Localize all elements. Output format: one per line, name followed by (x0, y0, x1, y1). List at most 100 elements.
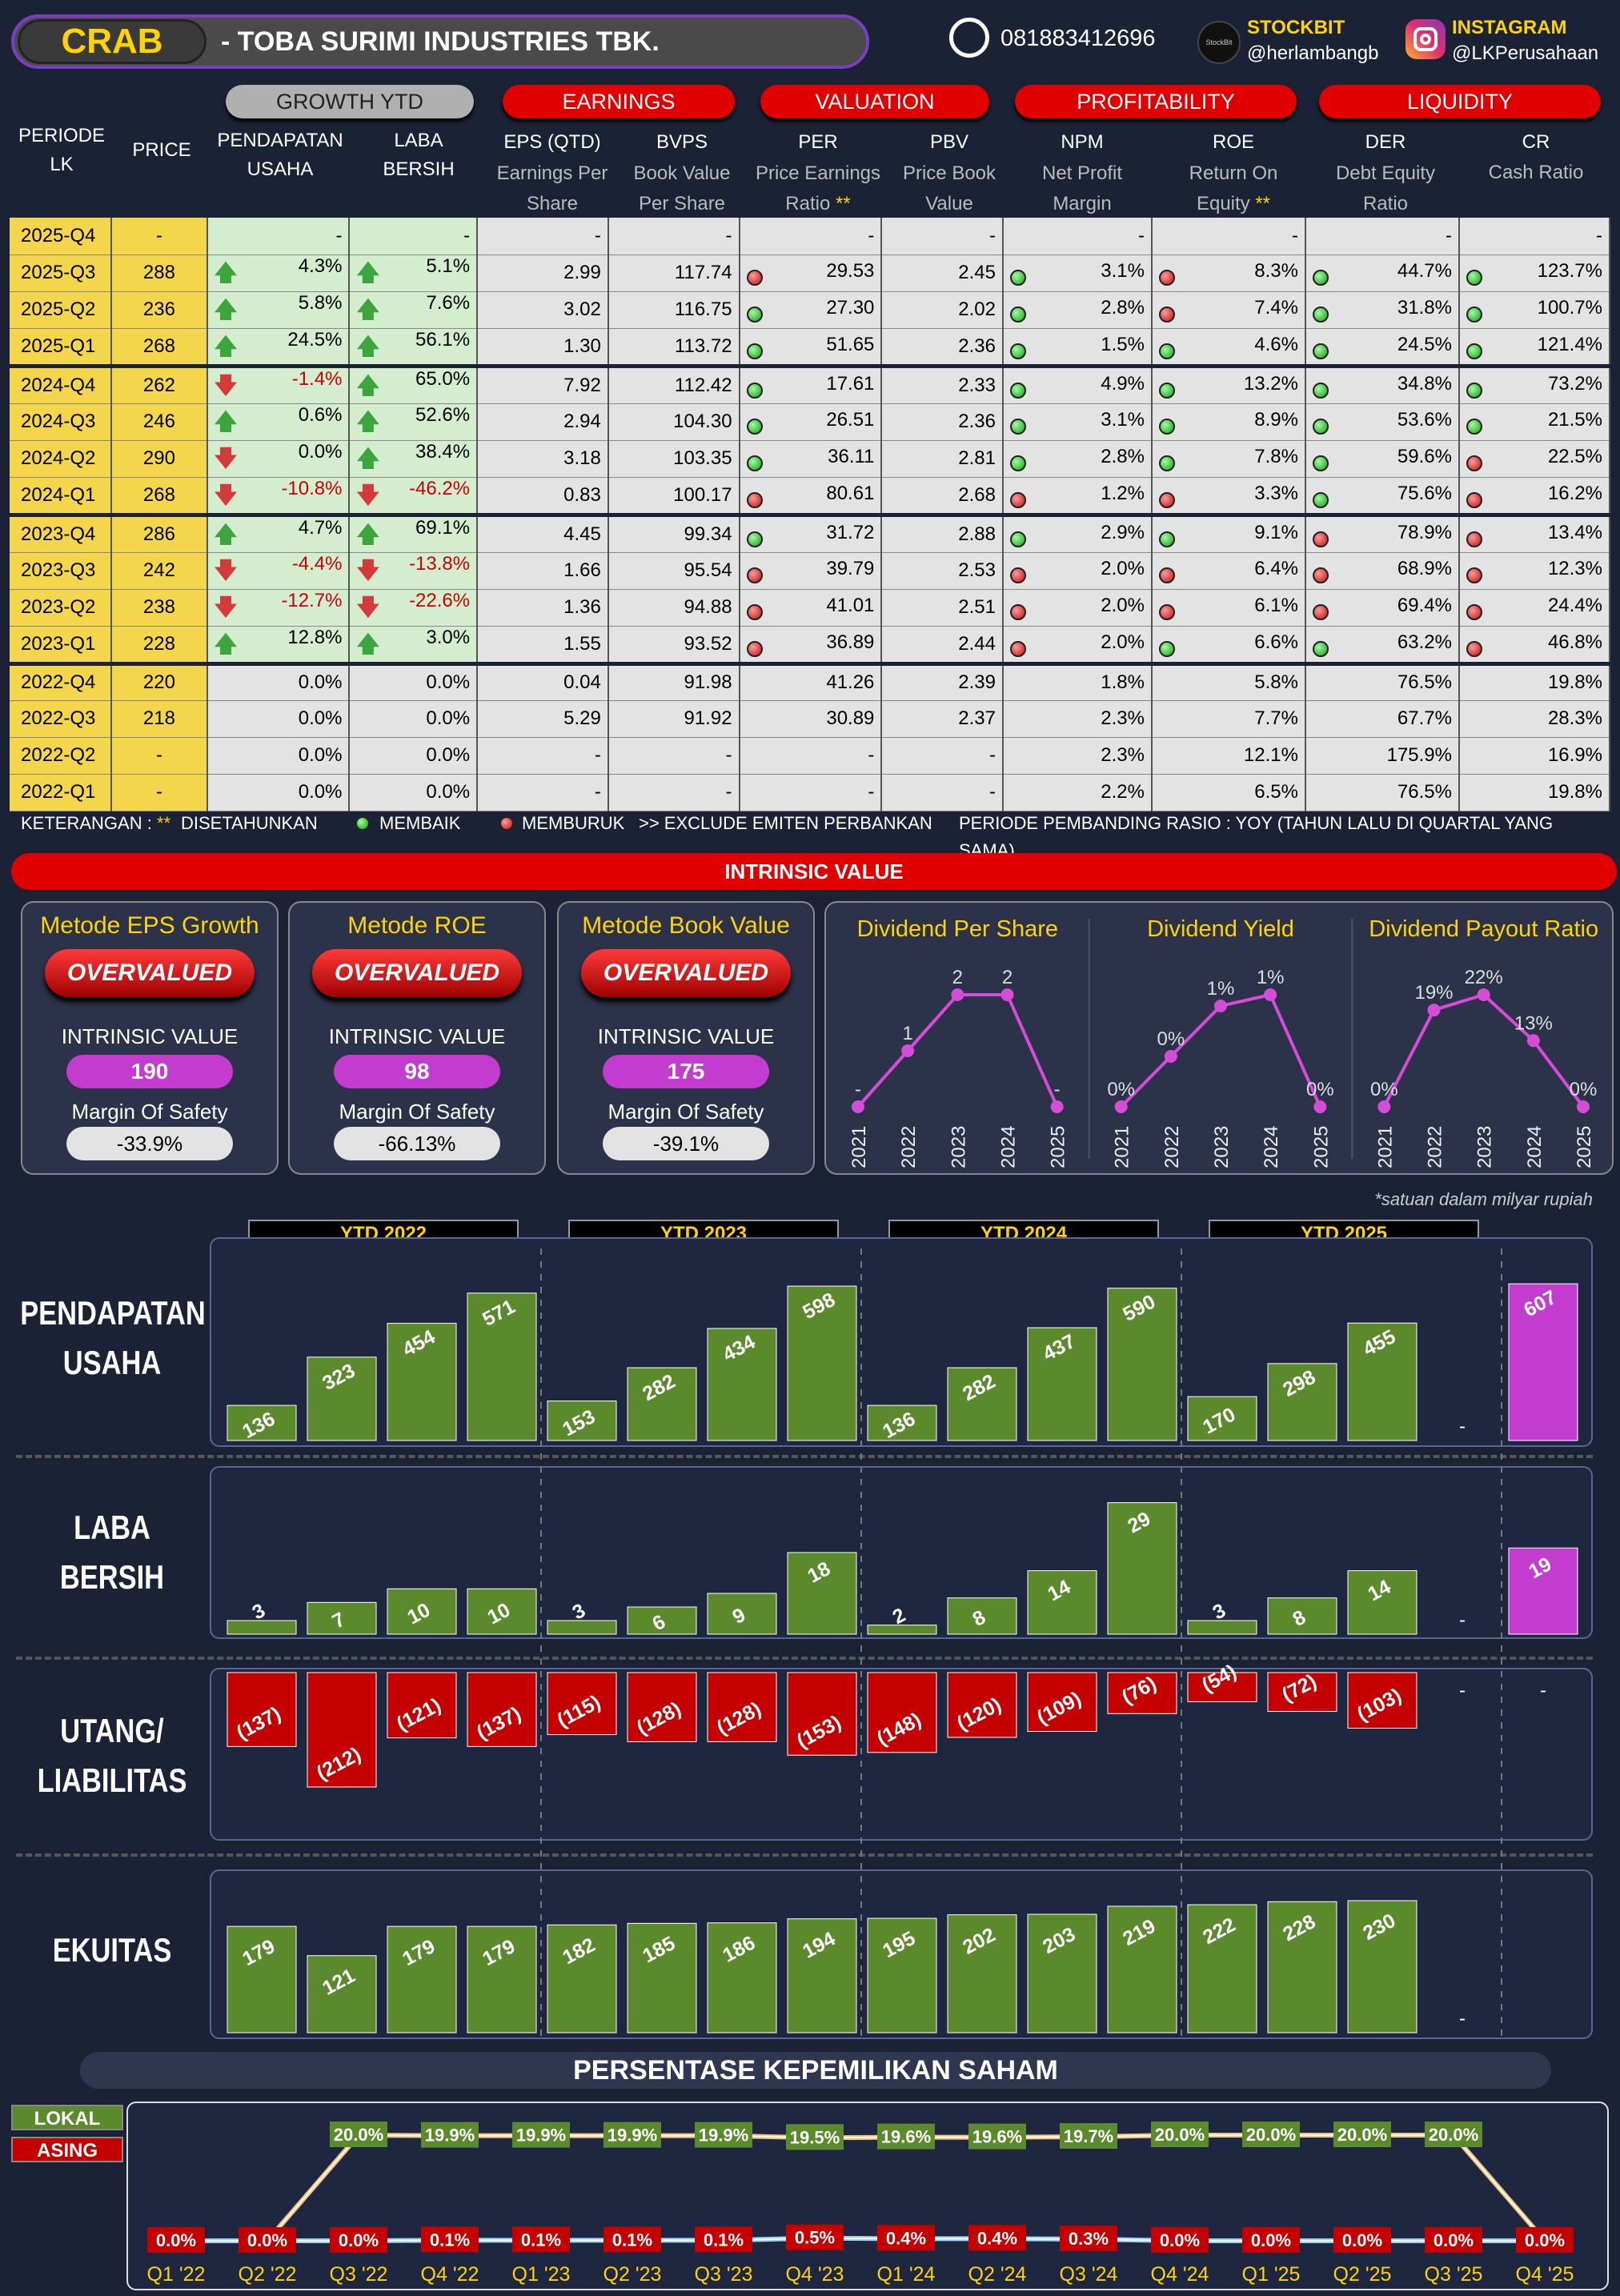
cell-cr: 13.4% (1458, 512, 1611, 553)
instagram-user[interactable]: @LKPerusahaan (1452, 42, 1599, 64)
green-dot-icon (1158, 455, 1175, 471)
status-badge: OVERVALUED (45, 949, 255, 997)
cell-bvps: 95.54 (608, 552, 740, 590)
cell-periode: 2022-Q1 (10, 774, 113, 811)
dividend-point (951, 988, 964, 1001)
table-row: 2022-Q1-0.0% 0.0% - - - -2.2% 6.5% 76.5% 19.8% (10, 774, 1611, 811)
cell-per: - (739, 218, 883, 255)
red-dot-icon (499, 816, 514, 831)
cell-laba: 🡅 56.1% (349, 328, 479, 367)
label-pendapatan: PENDAPATAN USAHA (20, 1294, 206, 1381)
iv-value: 175 (603, 1055, 769, 1088)
col-laba: LABA BERSIH (383, 130, 455, 180)
cell-per: - (739, 737, 883, 775)
green-dot-icon (1466, 343, 1482, 359)
dividend-point (1313, 1100, 1327, 1113)
label-utang: UTANG/ LIABILITAS (37, 1712, 187, 1799)
ownership-panel (126, 2102, 1609, 2290)
panel-laba (210, 1466, 1593, 1639)
cell-der: 76.5% (1305, 661, 1460, 701)
stockbit-user[interactable]: @herlambangb (1247, 42, 1379, 64)
cell-roe: 3.3% (1151, 477, 1306, 515)
green-dot-icon (1466, 270, 1482, 286)
green-dot-icon (746, 419, 763, 435)
cell-cr: 12.3% (1458, 552, 1611, 590)
arrow-up-icon: 🡅 (214, 631, 238, 656)
col-der-sub: Debt Equity Ratio (1335, 162, 1436, 214)
cell-pbv: - (881, 737, 1004, 775)
green-dot-icon (1312, 307, 1329, 323)
cell-eps: 4.45 (477, 512, 609, 553)
mos-value: -39.1% (603, 1127, 769, 1160)
green-dot-icon (1466, 419, 1482, 435)
cell-bvps: - (608, 737, 740, 775)
cell-pbv: 2.39 (881, 661, 1004, 701)
cell-price: 246 (111, 403, 208, 441)
cell-bvps: 100.17 (608, 477, 740, 515)
company-name: - TOBA SURIMI INDUSTRIES TBK. (221, 26, 660, 57)
cell-pendapatan: 🡅 5.8% (207, 291, 351, 329)
cell-eps: 1.30 (477, 328, 609, 367)
cell-roe: 6.4% (1151, 552, 1306, 590)
cell-npm: 3.1% (1002, 254, 1153, 292)
cell-eps: 3.02 (477, 291, 609, 329)
cell-cr: 28.3% (1458, 700, 1611, 738)
dividend-point (1050, 1100, 1064, 1113)
arrow-up-icon: 🡅 (214, 260, 238, 285)
arrow-up-icon: 🡅 (214, 521, 238, 547)
cell-bvps: 117.74 (608, 254, 740, 292)
arrow-up-icon: 🡅 (356, 631, 380, 656)
cell-laba: 🡇 -46.2% (349, 477, 479, 515)
legend-disetahunkan: DISETAHUNKAN (181, 813, 318, 833)
dividend-point (1214, 1000, 1227, 1012)
cell-laba: 🡇 -13.8% (349, 552, 479, 590)
dividend-panel: Dividend Per Share - 2021 1 2022 2 2023 2 2024 - 2… (824, 901, 1614, 1175)
green-dot-icon (746, 531, 763, 547)
year-label: 2022 (1425, 1126, 1446, 1168)
table-row: 2025-Q3 288 🡅 4.3% 🡅 5.1% 2.99 117.74 29.53 2.45 3… (10, 254, 1611, 292)
cell-roe: 13.2% (1151, 363, 1306, 404)
dividend-label: 2 (1002, 967, 1012, 988)
cell-periode: 2022-Q4 (10, 661, 113, 701)
cell-periode: 2025-Q4 (10, 218, 113, 255)
cell-price: 238 (111, 589, 208, 627)
red-dot-icon (1158, 491, 1175, 508)
dividend-label: 0% (1157, 1028, 1185, 1050)
ticker-badge: CRAB (18, 19, 207, 64)
cell-pbv: - (881, 218, 1004, 255)
arrow-down-icon: 🡇 (214, 558, 238, 583)
dividend-point (1427, 1004, 1441, 1017)
green-dot-icon (1312, 491, 1329, 508)
cell-pendapatan: 🡇 -1.4% (207, 363, 351, 404)
card-title: Metode EPS Growth (40, 912, 259, 939)
cell-eps: 5.29 (477, 700, 609, 738)
cell-laba: 🡅 52.6% (349, 403, 479, 441)
cell-price: 242 (111, 552, 208, 590)
year-label: 2021 (1112, 1126, 1133, 1168)
cell-pbv: 2.36 (881, 328, 1004, 367)
phone-number[interactable]: 081883412696 (1000, 26, 1156, 51)
cell-periode: 2023-Q4 (10, 512, 113, 553)
year-label: 2021 (1374, 1126, 1396, 1168)
mos-label: Margin Of Safety (339, 1100, 495, 1124)
dividend-label: 1% (1207, 978, 1235, 1000)
dividend-line (856, 993, 1059, 1108)
green-dot-icon (746, 382, 763, 399)
cell-der: 175.9% (1305, 737, 1460, 775)
col-bvps: BVPS (656, 131, 708, 153)
cell-cr: 21.5% (1458, 403, 1611, 441)
cell-roe: 4.6% (1151, 328, 1306, 367)
cell-pbv: 2.53 (881, 552, 1004, 590)
panel-ekuitas (210, 1869, 1593, 2039)
red-dot-icon (1312, 531, 1329, 547)
table-row: 2025-Q4- - - - - - - - - - - (10, 218, 1611, 255)
cell-pbv: 2.68 (881, 477, 1004, 515)
cell-periode: 2024-Q2 (10, 440, 113, 478)
cell-der: 24.5% (1305, 328, 1460, 367)
red-dot-icon (1009, 567, 1026, 583)
cell-laba: 🡅 38.4% (349, 440, 479, 478)
dividend-label: 13% (1514, 1012, 1553, 1034)
cell-per: 27.30 (739, 291, 883, 329)
cell-price: 262 (111, 363, 208, 404)
dividend-chart-title: Dividend Payout Ratio (1369, 916, 1598, 942)
